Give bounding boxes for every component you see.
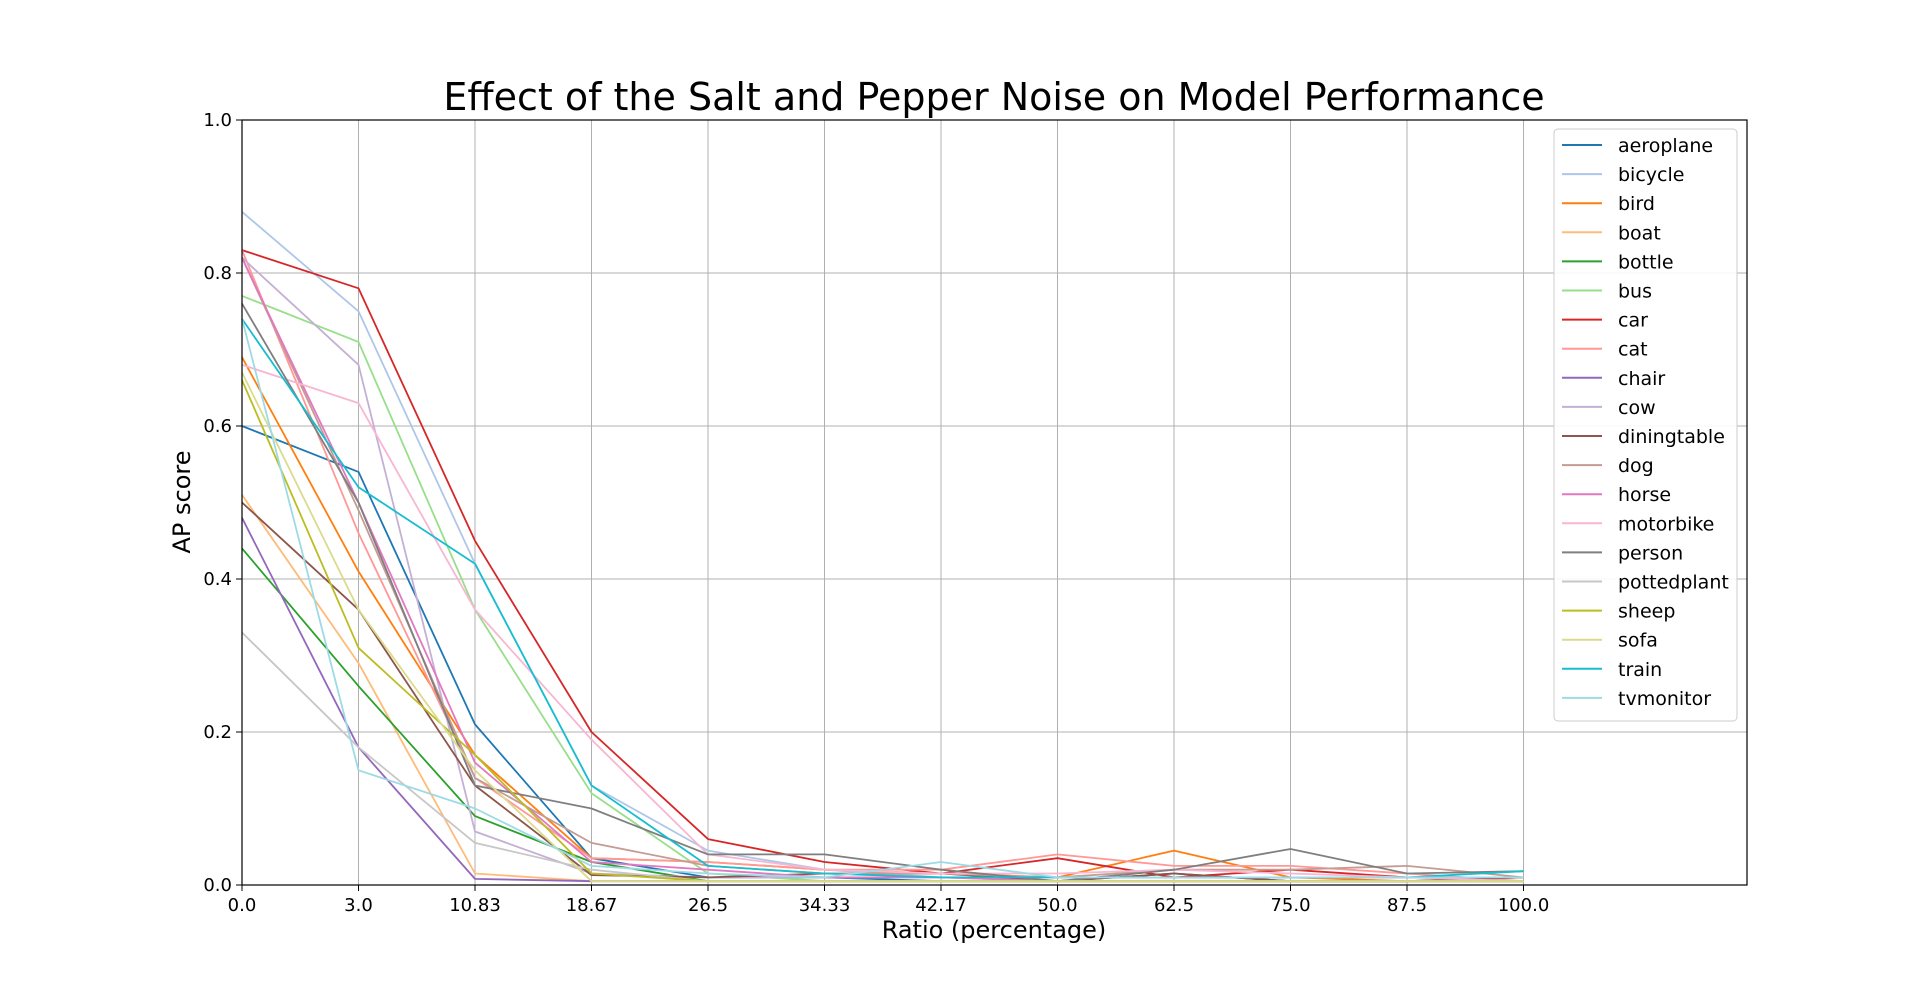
- series-lines: [241, 211, 1524, 883]
- legend-label-bottle: bottle: [1618, 251, 1674, 273]
- series-line-motorbike: [241, 363, 1524, 883]
- legend: aeroplane bicycle bird boat bottle bus car cat c…: [1553, 128, 1738, 722]
- legend-label-person: person: [1618, 542, 1683, 564]
- x-tick-label: 10.83: [449, 895, 501, 916]
- legend-label-bus: bus: [1618, 281, 1652, 303]
- legend-label-bird: bird: [1618, 193, 1655, 215]
- y-axis-label: AP score: [168, 450, 196, 553]
- legend-label-boat: boat: [1618, 222, 1661, 244]
- x-tick-label: 26.5: [688, 895, 728, 916]
- legend-label-car: car: [1618, 310, 1648, 332]
- series-line-chair: [241, 517, 1524, 883]
- chart-title: Effect of the Salt and Pepper Noise on M…: [443, 75, 1544, 119]
- y-tick-label: 0.8: [203, 263, 232, 284]
- series-line-train: [241, 318, 1524, 879]
- series-line-cow: [241, 257, 1524, 879]
- series-line-bicycle: [241, 211, 1524, 883]
- series-line-bird: [241, 356, 1524, 883]
- series-line-horse: [241, 257, 1524, 883]
- x-tick-label: 75.0: [1270, 895, 1310, 916]
- x-tick-label: 18.67: [566, 895, 618, 916]
- legend-label-train: train: [1618, 659, 1662, 681]
- legend-label-horse: horse: [1618, 484, 1671, 506]
- legend-label-pottedplant: pottedplant: [1618, 572, 1729, 594]
- series-line-car: [241, 249, 1524, 879]
- y-tick-label: 0.0: [203, 875, 232, 896]
- legend-label-cow: cow: [1618, 397, 1656, 419]
- legend-label-motorbike: motorbike: [1618, 513, 1714, 535]
- legend-label-sofa: sofa: [1618, 630, 1658, 652]
- x-tick-label: 87.5: [1387, 895, 1427, 916]
- legend-label-bicycle: bicycle: [1618, 164, 1684, 186]
- x-axis-ticks: 0.0 3.0 10.83 18.67 26.5 34.33 42.17 50.0 62.5 75…: [228, 885, 1550, 916]
- series-line-bus: [241, 295, 1524, 883]
- legend-label-chair: chair: [1618, 368, 1665, 390]
- x-tick-label: 50.0: [1037, 895, 1077, 916]
- x-axis-label: Ratio (percentage): [882, 916, 1107, 944]
- plot-frame: [241, 119, 1748, 886]
- y-tick-label: 1.0: [203, 110, 232, 131]
- legend-label-diningtable: diningtable: [1618, 426, 1725, 448]
- y-axis-ticks: 0.0 0.2 0.4 0.6 0.8 1.0: [203, 110, 242, 896]
- legend-label-tvmonitor: tvmonitor: [1618, 688, 1711, 710]
- series-line-cat: [241, 249, 1524, 883]
- y-tick-label: 0.6: [203, 416, 232, 437]
- y-tick-label: 0.4: [203, 569, 232, 590]
- x-tick-label: 3.0: [344, 895, 373, 916]
- series-line-sofa: [241, 372, 1524, 883]
- series-line-tvmonitor: [241, 318, 1524, 879]
- legend-label-cat: cat: [1618, 339, 1648, 361]
- series-line-aeroplane: [241, 425, 1524, 883]
- legend-box: [1553, 128, 1738, 722]
- series-line-dog: [241, 257, 1524, 879]
- x-tick-label: 0.0: [228, 895, 257, 916]
- legend-label-dog: dog: [1618, 455, 1654, 477]
- legend-label-aeroplane: aeroplane: [1618, 135, 1713, 157]
- legend-label-sheep: sheep: [1618, 601, 1675, 623]
- series-line-sheep: [241, 379, 1524, 883]
- x-tick-label: 34.33: [799, 895, 851, 916]
- y-tick-label: 0.2: [203, 722, 232, 743]
- x-tick-label: 42.17: [915, 895, 967, 916]
- x-tick-label: 100.0: [1498, 895, 1550, 916]
- x-tick-label: 62.5: [1154, 895, 1194, 916]
